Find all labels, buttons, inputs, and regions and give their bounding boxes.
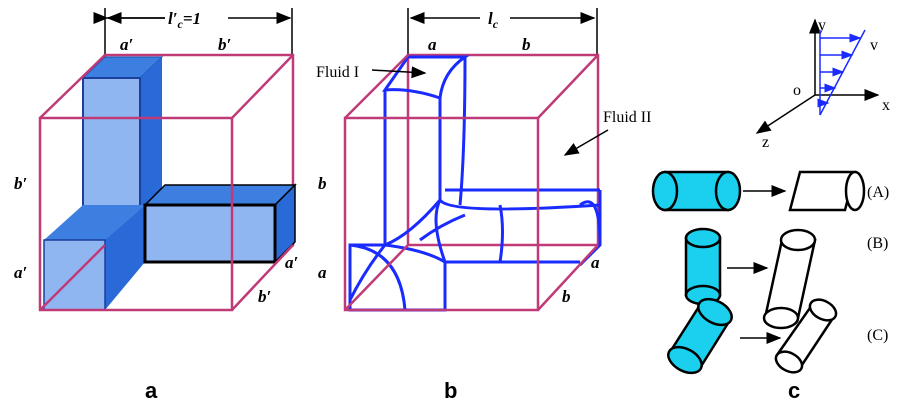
axis-label: v (870, 37, 878, 54)
axis-label: z (762, 134, 769, 151)
label-part: c (493, 17, 499, 31)
case-label: (C) (867, 327, 888, 344)
figure: l′c=1 a′ b′ b′ a′ a′ b′ a lc a b b a a b… (0, 0, 900, 405)
segment-label: b (318, 174, 327, 193)
fluid-label: Fluid I (316, 64, 359, 81)
panel-label: b (444, 378, 457, 403)
axis-label: x (882, 97, 890, 114)
axis-label: o (793, 82, 801, 99)
axis-label: y (818, 17, 826, 34)
segment-label: b (562, 287, 571, 306)
panel-label: a (145, 378, 158, 403)
label-part: =1 (183, 9, 201, 28)
segment-label: a (428, 35, 437, 54)
label-part: l′ (168, 9, 178, 28)
segment-label: a (318, 263, 327, 282)
case-label: (A) (867, 184, 889, 201)
panel-c: y x z o v (A) (B) (C) c (653, 17, 890, 403)
segment-label: b′ (14, 174, 27, 193)
panel-b: lc a b b a a b Fluid I Fluid II b (316, 8, 651, 403)
fluid-label: Fluid II (603, 109, 651, 126)
panel-label: c (788, 378, 800, 403)
segment-label: a′ (120, 35, 133, 54)
dimension-label: lc (488, 9, 499, 31)
segment-label: b (522, 35, 531, 54)
dimension-label: l′c=1 (168, 9, 201, 31)
segment-label: a (591, 253, 600, 272)
segment-label: a′ (14, 263, 27, 282)
segment-label: b′ (218, 35, 231, 54)
panel-a: l′c=1 a′ b′ b′ a′ a′ b′ a (14, 8, 298, 403)
case-label: (B) (867, 235, 888, 252)
segment-label: a′ (285, 253, 298, 272)
segment-label: b′ (258, 287, 271, 306)
